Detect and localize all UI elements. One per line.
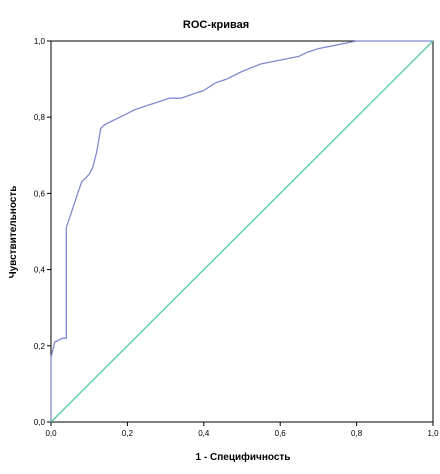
- y-tick-label: 0,4: [34, 266, 46, 275]
- roc-curve-line: [50, 40, 433, 422]
- y-tick-label: 0,0: [34, 418, 46, 427]
- x-tick-label: 0,0: [45, 429, 57, 438]
- x-tick-label: 0,8: [351, 429, 363, 438]
- y-tick-label: 1,0: [34, 37, 46, 46]
- y-tick-label: 0,2: [34, 342, 46, 351]
- y-tick-label: 0,8: [34, 113, 46, 122]
- chart-title: ROC-кривая: [183, 19, 249, 31]
- x-tick-label: 0,2: [122, 429, 134, 438]
- reference-diagonal-line: [50, 40, 434, 423]
- ticks-layer: 0,0 0,2 0,4 0,6 0,8 1,0 0,0 0,2 0,4 0,6 0,8 1,0: [34, 37, 439, 438]
- x-tick-label: 0,6: [275, 429, 287, 438]
- y-axis-label: Чувствительность: [8, 186, 19, 279]
- x-axis-label: 1 - Специфичность: [196, 451, 291, 463]
- y-tick-label: 0,6: [34, 189, 46, 198]
- axes-layer: [50, 40, 434, 423]
- series-layer: [50, 40, 434, 423]
- x-tick-label: 0,4: [198, 429, 210, 438]
- x-tick-label: 1,0: [427, 429, 439, 438]
- plot-frame: [50, 40, 434, 423]
